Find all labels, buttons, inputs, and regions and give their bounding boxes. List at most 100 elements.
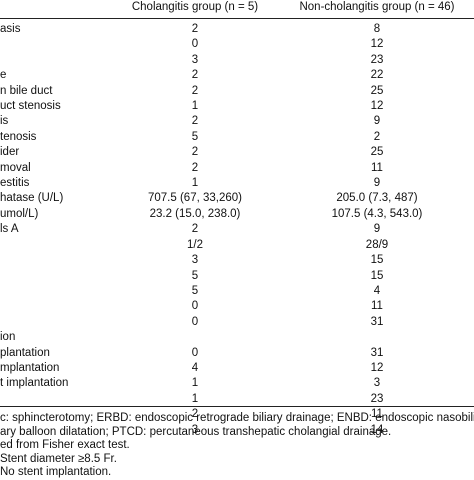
row-label: hatase (U/L) bbox=[0, 192, 64, 205]
cell: 25 bbox=[370, 146, 384, 159]
cell: 23 bbox=[370, 392, 384, 405]
cell: 4 bbox=[373, 284, 381, 297]
cell: 11 bbox=[371, 408, 383, 421]
cell: 3 bbox=[373, 377, 381, 390]
cell: 12 bbox=[370, 361, 384, 374]
row-label: t implantation bbox=[0, 377, 69, 390]
cell: 1 bbox=[191, 392, 199, 405]
cell-blank bbox=[280, 330, 474, 345]
footnotes: c: sphincterotomy; ERBD: endoscopic retr… bbox=[0, 406, 474, 480]
cell: 12 bbox=[370, 38, 384, 51]
table-row: ion bbox=[0, 330, 474, 345]
cell: 2 bbox=[191, 69, 199, 82]
cell: 14 bbox=[370, 423, 384, 436]
table-row: n bile duct 2 25 bbox=[0, 84, 474, 99]
footnote: Stent diameter ≥8.5 Fr. bbox=[0, 452, 117, 465]
table-row: moval 2 11 bbox=[0, 161, 474, 176]
table-row: asis 2 8 bbox=[0, 19, 474, 38]
cell: 2 bbox=[191, 161, 199, 174]
row-label-blank bbox=[0, 253, 110, 268]
footnote: ary balloon dilatation; PTCD: percutaneo… bbox=[0, 425, 392, 438]
cell: 2 bbox=[191, 84, 199, 97]
cell: 5 bbox=[191, 284, 199, 297]
cell: 707.5 (67, 33,260) bbox=[148, 192, 242, 205]
cell: 25 bbox=[370, 84, 384, 97]
table-row: e 2 22 bbox=[0, 68, 474, 83]
row-label: n bile duct bbox=[0, 84, 53, 97]
header-blank bbox=[0, 0, 110, 19]
table-row: mplantation 4 12 bbox=[0, 361, 474, 376]
row-label: moval bbox=[0, 161, 31, 174]
table-row: 0 31 bbox=[0, 315, 474, 330]
cell: 9 bbox=[373, 177, 381, 190]
row-label-blank bbox=[0, 315, 110, 330]
cell: 11 bbox=[371, 300, 383, 313]
cell: 2 bbox=[191, 23, 199, 35]
row-label: asis bbox=[0, 23, 21, 35]
cell: 3 bbox=[191, 254, 199, 267]
table-row: uct stenosis 1 12 bbox=[0, 99, 474, 114]
cell: 2 bbox=[191, 146, 199, 159]
footnote: No stent implantation. bbox=[0, 466, 112, 478]
table-row: t implantation 1 3 bbox=[0, 376, 474, 391]
cell: 0 bbox=[191, 38, 199, 51]
row-label: tenosis bbox=[0, 130, 37, 143]
row-label: ider bbox=[0, 146, 20, 159]
cell: 5 bbox=[191, 269, 199, 282]
table-row: umol/L) 23.2 (15.0, 238.0) 107.5 (4.3, 543… bbox=[0, 207, 474, 222]
cell: 9 bbox=[373, 115, 381, 128]
row-label: plantation bbox=[0, 346, 50, 359]
row-label: umol/L) bbox=[0, 207, 39, 220]
row-label-blank bbox=[0, 37, 110, 52]
cell: 4 bbox=[191, 361, 199, 374]
table-row: 3 23 bbox=[0, 53, 474, 68]
row-label-blank bbox=[0, 284, 110, 299]
row-label: estitis bbox=[0, 177, 30, 190]
row-label: ls A bbox=[0, 223, 19, 236]
table-row: is 2 9 bbox=[0, 114, 474, 129]
row-label-blank bbox=[0, 238, 110, 253]
cell: 0 bbox=[191, 315, 199, 328]
row-label-blank bbox=[0, 299, 110, 314]
row-label-blank bbox=[0, 269, 110, 284]
table-row: 1 23 bbox=[0, 392, 474, 407]
cell: 0 bbox=[191, 346, 199, 359]
footnote: c: sphincterotomy; ERBD: endoscopic retr… bbox=[0, 412, 474, 424]
row-label: uct stenosis bbox=[0, 100, 61, 113]
cell: 8 bbox=[373, 23, 381, 35]
cell: 5 bbox=[191, 130, 199, 143]
cell-blank bbox=[110, 330, 280, 345]
cell: 2 bbox=[373, 130, 381, 143]
table-row: ls A 2 9 bbox=[0, 222, 474, 237]
table-row: ider 2 25 bbox=[0, 145, 474, 160]
cell: 31 bbox=[370, 315, 384, 328]
table-row: 0 11 bbox=[0, 299, 474, 314]
column-header: Non-cholangitis group (n = 46) bbox=[280, 0, 474, 19]
cell: 9 bbox=[373, 223, 381, 236]
cell: 11 bbox=[371, 161, 383, 174]
table-row: estitis 1 9 bbox=[0, 176, 474, 191]
column-header: Cholangitis group (n = 5) bbox=[110, 0, 280, 19]
cell: 23.2 (15.0, 238.0) bbox=[149, 207, 241, 220]
table-row: 5 15 bbox=[0, 269, 474, 284]
row-label-blank bbox=[0, 392, 110, 407]
cell: 31 bbox=[370, 346, 384, 359]
table-row: 3 14 bbox=[0, 423, 474, 438]
row-label: is bbox=[0, 115, 9, 128]
cell: 15 bbox=[370, 269, 384, 282]
cell: 2 bbox=[191, 115, 199, 128]
table-row: 3 15 bbox=[0, 253, 474, 268]
cell: 12 bbox=[370, 100, 384, 113]
cell: 1 bbox=[191, 100, 199, 113]
row-label: mplantation bbox=[0, 361, 60, 374]
table-row: hatase (U/L) 707.5 (67, 33,260) 205.0 (7.3… bbox=[0, 191, 474, 206]
cell: 2 bbox=[191, 408, 199, 421]
table-row: 0 12 bbox=[0, 37, 474, 52]
table-row: tenosis 5 2 bbox=[0, 130, 474, 145]
cell: 0 bbox=[191, 300, 199, 313]
cell: 28/9 bbox=[365, 238, 389, 251]
cell: 3 bbox=[191, 53, 199, 66]
cell: 1 bbox=[191, 377, 199, 390]
